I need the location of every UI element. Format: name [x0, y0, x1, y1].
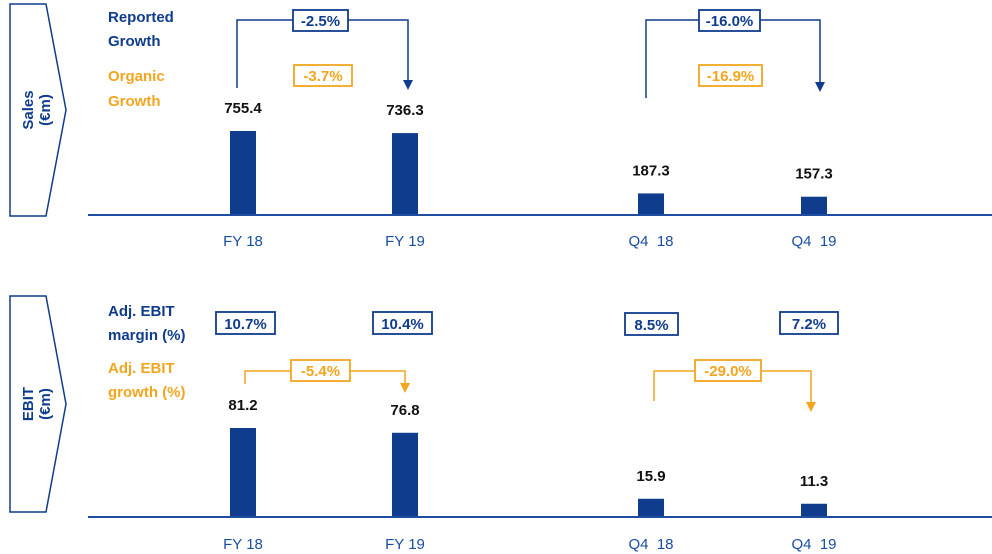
- sales-value-label-q4-18: 187.3: [632, 162, 670, 179]
- ebit-bar-q4-19: [801, 503, 827, 516]
- sales-fy-reported-box: [292, 9, 349, 32]
- sales-tick-label-fy-19: FY 19: [385, 233, 425, 250]
- ebit-bar-fy-19: [392, 432, 418, 516]
- sales-fy-organic-box: [293, 64, 353, 87]
- sales-bar-fy-19: [392, 133, 418, 214]
- sales-bar-q4-18: [638, 193, 664, 214]
- ebit-fy-growth-box: [290, 359, 351, 382]
- ebit-chevron: [9, 295, 67, 513]
- legend-growth-line1: Adj. EBIT: [108, 360, 175, 377]
- sales-title-line1: Sales: [20, 90, 37, 129]
- sales-q4-organic-box: [698, 64, 763, 87]
- sales-tick-label-fy-18: FY 18: [223, 233, 263, 250]
- ebit-title-line2: (€m): [37, 388, 54, 420]
- ebit-q4-growth-box: [694, 359, 762, 382]
- sales-fy-reported-growth: -2.5%: [301, 13, 340, 30]
- sales-value-label-fy-18: 755.4: [224, 100, 262, 117]
- ebit-value-label-fy-18: 81.2: [228, 397, 257, 414]
- sales-fy-organic-growth: -3.7%: [303, 68, 342, 85]
- sales-value-label-q4-19: 157.3: [795, 166, 833, 183]
- ebit-tick-label-q4-18: Q4 18: [628, 536, 673, 553]
- ebit-margin-box-q419: [779, 311, 839, 335]
- legend-growth-line2: growth (%): [108, 384, 185, 401]
- ebit-bar-fy-18: [230, 428, 256, 516]
- legend-organic-line2: Growth: [108, 93, 161, 110]
- ebit-tick-label-fy-18: FY 18: [223, 536, 263, 553]
- ebit-value-label-fy-19: 76.8: [390, 402, 419, 419]
- legend-reported-line2: Growth: [108, 33, 161, 50]
- sales-q4-organic-growth: -16.9%: [707, 68, 755, 85]
- sales-tick-label-q4-19: Q4 19: [791, 233, 836, 250]
- sales-marks: 755.4 FY 18 736.3 FY 19 187.3 Q4 18 157.3 Q4 19: [223, 100, 836, 250]
- ebit-margin-q419: 7.2%: [792, 316, 826, 333]
- ebit-title-line1: EBIT: [20, 387, 37, 421]
- ebit-margin-fy19: 10.4%: [381, 316, 424, 333]
- ebit-tick-label-fy-19: FY 19: [385, 536, 425, 553]
- sales-section: Sales (€m) Reported Growth Organic Growt…: [9, 3, 992, 250]
- ebit-value-label-q4-19: 11.3: [800, 473, 828, 490]
- ebit-margin-box-fy19: [372, 311, 433, 335]
- ebit-value-label-q4-18: 15.9: [636, 468, 665, 485]
- sales-q4-reported-box: [698, 9, 761, 32]
- sales-bar-fy-18: [230, 131, 256, 214]
- ebit-margin-fy18: 10.7%: [224, 316, 267, 333]
- sales-value-label-fy-19: 736.3: [386, 102, 424, 119]
- ebit-marks: 81.2 FY 18 76.8 FY 19 15.9 Q4 18 11.3 Q4 19: [223, 397, 836, 553]
- ebit-fy-growth: -5.4%: [301, 363, 340, 380]
- sales-chevron: [9, 3, 67, 217]
- sales-bar-q4-19: [801, 196, 827, 214]
- ebit-q4-growth: -29.0%: [704, 363, 752, 380]
- ebit-margin-q418: 8.5%: [634, 317, 668, 334]
- sales-title-line2: (€m): [37, 94, 54, 126]
- ebit-bar-q4-18: [638, 498, 664, 516]
- legend-organic-line1: Organic: [108, 68, 165, 85]
- legend-margin-line2: margin (%): [108, 327, 186, 344]
- ebit-margin-box-fy18: [215, 311, 276, 335]
- sales-tick-label-q4-18: Q4 18: [628, 233, 673, 250]
- legend-margin-line1: Adj. EBIT: [108, 303, 175, 320]
- legend-reported-line1: Reported: [108, 9, 174, 26]
- ebit-tick-label-q4-19: Q4 19: [791, 536, 836, 553]
- ebit-section: EBIT (€m) Adj. EBIT margin (%) Adj. EBIT…: [9, 295, 992, 553]
- sales-q4-reported-growth: -16.0%: [706, 13, 754, 30]
- ebit-margin-box-q418: [624, 312, 679, 336]
